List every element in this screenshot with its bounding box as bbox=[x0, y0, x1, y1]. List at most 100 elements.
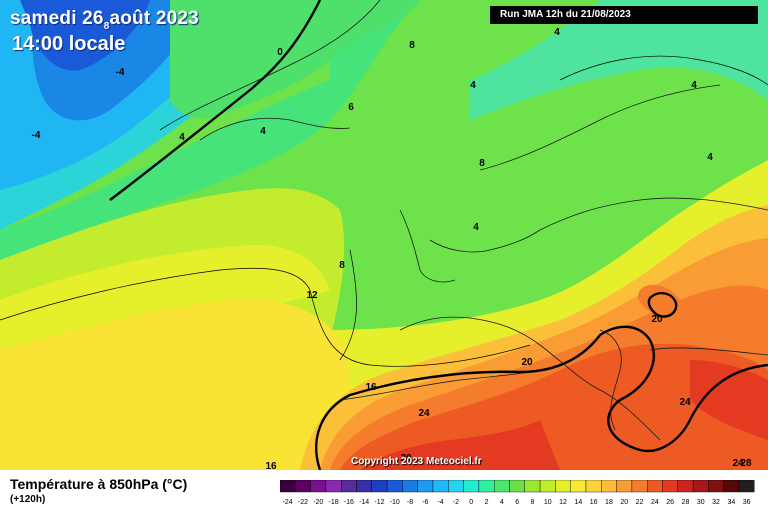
scale-swatch bbox=[631, 480, 648, 493]
contour-label: 4 bbox=[707, 152, 713, 163]
contour-label: 16 bbox=[365, 382, 377, 393]
forecast-date: samedi 268août 2023 bbox=[10, 8, 199, 32]
scale-tick-label: -22 bbox=[298, 499, 308, 506]
scale-swatch bbox=[738, 480, 755, 493]
scale-swatch bbox=[417, 480, 434, 493]
scale-tick-label: 34 bbox=[727, 499, 735, 506]
contour-label: 12 bbox=[306, 290, 318, 301]
scale-swatch bbox=[570, 480, 587, 493]
scale-tick-label: -18 bbox=[328, 499, 338, 506]
scale-swatch bbox=[692, 480, 709, 493]
legend-bar: Température à 850hPa (°C) (+120h) -24 -22… bbox=[0, 470, 768, 512]
scale-tick-label: 18 bbox=[605, 499, 613, 506]
scale-swatch bbox=[341, 480, 357, 493]
scale-tick-label: 28 bbox=[682, 499, 690, 506]
scale-swatch bbox=[310, 480, 327, 493]
scale-swatch bbox=[647, 480, 663, 493]
contour-label: 24 bbox=[418, 408, 430, 419]
scale-swatch bbox=[325, 480, 342, 493]
scale-tick-label: -6 bbox=[422, 499, 428, 506]
contour-label: 24 bbox=[732, 458, 744, 469]
contour-label: 8 bbox=[479, 158, 485, 169]
scale-tick-label: -14 bbox=[359, 499, 369, 506]
scale-swatch bbox=[662, 480, 679, 493]
scale-tick-label: 36 bbox=[743, 499, 751, 506]
scale-tick-label: 24 bbox=[651, 499, 659, 506]
scale-swatch bbox=[356, 480, 373, 493]
scale-tick-label: 10 bbox=[544, 499, 552, 506]
contour-label: 4 bbox=[691, 80, 697, 91]
scale-tick-label: 22 bbox=[636, 499, 644, 506]
contour-label: 28 bbox=[740, 458, 752, 469]
temperature-map: 0 -4 -4 4 8 4 4 6 4 8 4 4 4 8 12 20 20 16 24 24 20 16 24 28 sam… bbox=[0, 0, 768, 470]
contour-label: 20 bbox=[651, 314, 663, 325]
isotherm-20-ring bbox=[647, 291, 678, 318]
isotherms bbox=[0, 55, 768, 367]
scale-tick-label: 8 bbox=[530, 499, 534, 506]
contour-label: 16 bbox=[265, 461, 277, 470]
contour-label: 4 bbox=[554, 27, 560, 38]
field-26-west bbox=[360, 420, 560, 470]
scale-swatch bbox=[677, 480, 694, 493]
contour-label: 6 bbox=[348, 102, 354, 113]
legend-title: Température à 850hPa (°C) bbox=[10, 476, 188, 492]
contour-label: -4 bbox=[116, 67, 125, 78]
contour-label: 4 bbox=[470, 80, 476, 91]
scale-tick-label: 26 bbox=[666, 499, 674, 506]
contour-label: 8 bbox=[409, 40, 415, 51]
scale-tick-label: -24 bbox=[283, 499, 293, 506]
scale-tick-label: 14 bbox=[574, 499, 582, 506]
contour-label: 20 bbox=[400, 453, 412, 464]
scale-swatch bbox=[723, 480, 740, 493]
zero-isotherm bbox=[109, 0, 322, 201]
scale-tick-label: 4 bbox=[500, 499, 504, 506]
run-label: Run JMA 12h du 21/08/2023 bbox=[490, 6, 758, 24]
field-24 bbox=[340, 343, 768, 470]
scale-swatch bbox=[555, 480, 571, 493]
scale-tick-label: -20 bbox=[313, 499, 323, 506]
contour-label: -4 bbox=[32, 130, 41, 141]
scale-swatch bbox=[616, 480, 633, 493]
scale-swatch bbox=[402, 480, 418, 493]
scale-swatch bbox=[386, 480, 403, 493]
date-sub: 8 bbox=[103, 20, 110, 32]
scale-swatch bbox=[493, 480, 510, 493]
scale-swatch bbox=[478, 480, 495, 493]
date-suffix: août 2023 bbox=[109, 8, 199, 29]
scale-swatch bbox=[295, 480, 311, 493]
scale-swatch bbox=[432, 480, 449, 493]
scale-swatch bbox=[524, 480, 541, 493]
contour-label: 0 bbox=[277, 47, 283, 58]
forecast-time: 14:00 locale bbox=[12, 33, 126, 55]
contour-label: 4 bbox=[179, 132, 185, 143]
field-4-west bbox=[0, 0, 420, 260]
date-prefix: samedi 26 bbox=[10, 8, 104, 29]
contour-label: 20 bbox=[521, 357, 533, 368]
coastlines bbox=[159, 0, 768, 441]
scale-swatch bbox=[539, 480, 556, 493]
color-scale: -24 -22 -20 -18 -16 -14 -12 -10 -8 -6 -4 -2 0 2 4 6 8 10 1… bbox=[280, 480, 755, 506]
scale-tick-label: 32 bbox=[712, 499, 720, 506]
contour-label: 24 bbox=[679, 397, 691, 408]
scale-tick-label: -10 bbox=[390, 499, 400, 506]
scale-swatch bbox=[708, 480, 724, 493]
contour-label: 4 bbox=[473, 222, 479, 233]
scale-tick-label: -12 bbox=[374, 499, 384, 506]
field-hotspot bbox=[638, 284, 680, 316]
scale-tick-label: 12 bbox=[559, 499, 567, 506]
field-14 bbox=[0, 299, 351, 470]
field-minus8 bbox=[20, 0, 150, 71]
scale-tick-label: 6 bbox=[515, 499, 519, 506]
scale-swatch bbox=[448, 480, 464, 493]
legend-subtitle: (+120h) bbox=[10, 494, 46, 505]
scale-tick-label: 16 bbox=[590, 499, 598, 506]
scale-swatch bbox=[280, 480, 296, 493]
scale-tick-label: -8 bbox=[407, 499, 413, 506]
contour-label: 4 bbox=[260, 126, 266, 137]
scale-swatch bbox=[509, 480, 526, 493]
scale-swatch bbox=[601, 480, 617, 493]
scale-tick-label: 0 bbox=[469, 499, 473, 506]
field-26-east bbox=[690, 360, 768, 440]
